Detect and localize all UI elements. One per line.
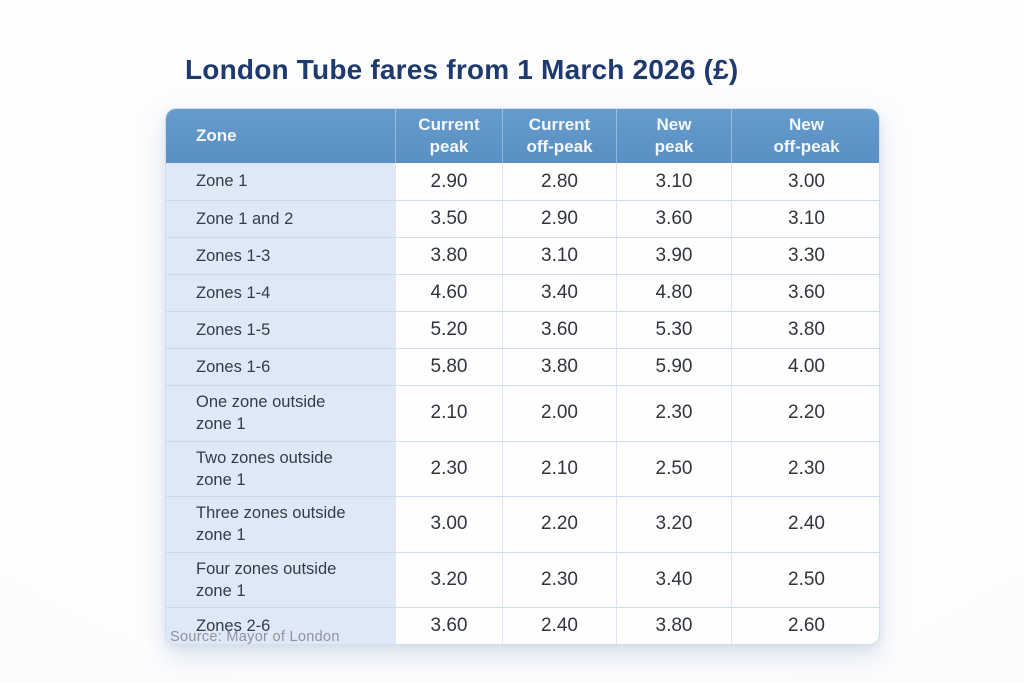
table-row: Zone 1 2.90 2.80 3.10 3.00	[166, 163, 879, 200]
new-peak-fare-cell: 3.60	[616, 200, 731, 237]
zone-name-cell: Two zones outside zone 1	[166, 440, 395, 497]
zone-name-cell: Zones 1-6	[166, 348, 395, 385]
current-peak-fare-cell: 2.10	[395, 385, 502, 441]
new-peak-fare-cell: 3.90	[616, 237, 731, 274]
table-row: Zones 1-6 5.80 3.80 5.90 4.00	[166, 348, 879, 385]
zone-name-cell: Zones 1-5	[166, 311, 395, 348]
new-off-peak-fare-cell: 2.20	[731, 385, 879, 441]
column-header-current-off-peak: Current off-peak	[502, 109, 616, 163]
column-header-zone: Zone	[166, 109, 395, 163]
zone-name-label: One zone outside zone 1	[196, 393, 326, 434]
table-body: Zone 1 2.90 2.80 3.10 3.00 Zone 1 and 2 …	[166, 163, 879, 645]
table-row: Four zones outside zone 1 3.20 2.30 3.40…	[166, 551, 879, 608]
zone-name-cell: Three zones outside zone 1	[166, 496, 395, 552]
new-off-peak-fare-cell: 2.30	[731, 440, 879, 497]
new-peak-fare-cell: 3.80	[616, 607, 731, 645]
new-peak-fare-cell: 2.30	[616, 385, 731, 441]
table-row: One zone outside zone 1 2.10 2.00 2.30 2…	[166, 385, 879, 441]
table-header-row: Zone Current peak Current off-peak New p…	[166, 109, 879, 163]
current-off-peak-fare-cell: 2.10	[502, 440, 616, 497]
current-off-peak-fare-cell: 2.00	[502, 385, 616, 441]
zone-name-cell: Zone 1	[166, 163, 395, 200]
zone-name-cell: Zone 1 and 2	[166, 200, 395, 237]
new-peak-fare-cell: 2.50	[616, 440, 731, 497]
fare-table-card: Zone Current peak Current off-peak New p…	[165, 108, 880, 646]
current-off-peak-fare-cell: 2.30	[502, 551, 616, 608]
zone-name-label: Zones 1-3	[196, 246, 271, 265]
zone-name-cell: One zone outside zone 1	[166, 385, 395, 441]
current-peak-fare-cell: 4.60	[395, 274, 502, 311]
zone-name-label: Zones 1-4	[196, 283, 271, 302]
current-off-peak-fare-cell: 3.40	[502, 274, 616, 311]
zone-name-cell: Zones 2-6	[166, 607, 395, 645]
new-off-peak-fare-cell: 3.10	[731, 200, 879, 237]
current-off-peak-fare-cell: 3.60	[502, 311, 616, 348]
new-off-peak-fare-cell: 3.60	[731, 274, 879, 311]
new-off-peak-fare-cell: 2.40	[731, 496, 879, 552]
table-row: Zones 1-5 5.20 3.60 5.30 3.80	[166, 311, 879, 348]
zone-name-label: Two zones outside zone 1	[196, 448, 333, 489]
current-peak-fare-cell: 2.30	[395, 440, 502, 497]
column-header-new-off-peak: New off-peak	[731, 109, 879, 163]
table-row: Zones 2-6 3.60 2.40 3.80 2.60	[166, 607, 879, 645]
column-header-current-peak: Current peak	[395, 109, 502, 163]
new-off-peak-fare-cell: 2.50	[731, 551, 879, 608]
fare-table: Zone Current peak Current off-peak New p…	[166, 109, 879, 645]
table-row: Zone 1 and 2 3.50 2.90 3.60 3.10	[166, 200, 879, 237]
table-row: Zones 1-3 3.80 3.10 3.90 3.30	[166, 237, 879, 274]
table-row: Three zones outside zone 1 3.00 2.20 3.2…	[166, 496, 879, 552]
current-off-peak-fare-cell: 2.40	[502, 607, 616, 645]
table-row: Zones 1-4 4.60 3.40 4.80 3.60	[166, 274, 879, 311]
new-peak-fare-cell: 3.40	[616, 551, 731, 608]
zone-name-label: Zone 1 and 2	[196, 209, 294, 228]
zone-name-cell: Zones 1-3	[166, 237, 395, 274]
column-header-new-peak: New peak	[616, 109, 731, 163]
zone-name-label: Zone 1	[196, 172, 248, 191]
new-peak-fare-cell: 5.90	[616, 348, 731, 385]
current-off-peak-fare-cell: 2.20	[502, 496, 616, 552]
new-peak-fare-cell: 4.80	[616, 274, 731, 311]
current-off-peak-fare-cell: 3.10	[502, 237, 616, 274]
new-off-peak-fare-cell: 3.80	[731, 311, 879, 348]
new-off-peak-fare-cell: 3.30	[731, 237, 879, 274]
current-peak-fare-cell: 3.60	[395, 607, 502, 645]
current-peak-fare-cell: 5.20	[395, 311, 502, 348]
current-peak-fare-cell: 3.80	[395, 237, 502, 274]
zone-name-label: Three zones outside zone 1	[196, 504, 346, 545]
current-peak-fare-cell: 5.80	[395, 348, 502, 385]
new-peak-fare-cell: 3.20	[616, 496, 731, 552]
current-off-peak-fare-cell: 2.90	[502, 200, 616, 237]
zone-name-cell: Zones 1-4	[166, 274, 395, 311]
source-attribution: Source: Mayor of London	[170, 629, 340, 645]
table-row: Two zones outside zone 1 2.30 2.10 2.50 …	[166, 440, 879, 497]
new-off-peak-fare-cell: 3.00	[731, 163, 879, 200]
page-title: London Tube fares from 1 March 2026 (£)	[185, 54, 739, 85]
current-off-peak-fare-cell: 2.80	[502, 163, 616, 200]
zone-name-label: Four zones outside zone 1	[196, 559, 337, 600]
zone-name-cell: Four zones outside zone 1	[166, 551, 395, 608]
current-peak-fare-cell: 2.90	[395, 163, 502, 200]
zone-name-label: Zones 1-6	[196, 357, 271, 376]
zone-name-label: Zones 2-6	[196, 616, 271, 635]
new-off-peak-fare-cell: 4.00	[731, 348, 879, 385]
current-peak-fare-cell: 3.50	[395, 200, 502, 237]
current-peak-fare-cell: 3.20	[395, 551, 502, 608]
current-peak-fare-cell: 3.00	[395, 496, 502, 552]
current-off-peak-fare-cell: 3.80	[502, 348, 616, 385]
new-off-peak-fare-cell: 2.60	[731, 607, 879, 645]
new-peak-fare-cell: 5.30	[616, 311, 731, 348]
new-peak-fare-cell: 3.10	[616, 163, 731, 200]
zone-name-label: Zones 1-5	[196, 320, 271, 339]
